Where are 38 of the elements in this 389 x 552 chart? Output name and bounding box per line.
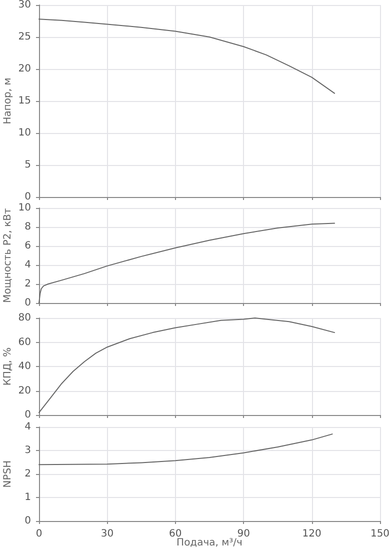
y-tick-label: 20 (18, 64, 31, 74)
y-axis-title: NPSH (2, 460, 14, 488)
y-tick-label: 15 (18, 96, 31, 106)
y-tick-label: 0 (24, 298, 31, 308)
y-tick-label: 0 (24, 516, 31, 526)
y-tick-label: 60 (18, 336, 31, 348)
y-tick-label: 25 (18, 32, 31, 42)
line-series (38, 18, 336, 94)
x-tick-label: 120 (302, 528, 322, 540)
y-tick-label: 30 (18, 0, 31, 10)
line-series (38, 434, 333, 466)
y-tick-label: 2 (24, 278, 31, 290)
y-tick-label: 5 (24, 160, 31, 170)
y-tick-label: 3 (24, 445, 31, 456)
y-tick-label: 10 (18, 202, 31, 214)
y-tick-label: 20 (18, 385, 31, 396)
y-tick-label: 40 (18, 361, 31, 372)
x-tick-label: 150 (370, 528, 389, 540)
line-series (38, 222, 336, 304)
y-tick-label: 2 (24, 468, 31, 480)
y-axis-title: Мощность P2, кВт (2, 208, 14, 303)
y-tick-label: 0 (24, 410, 31, 420)
x-tick-label: 30 (100, 528, 114, 540)
y-tick-label: 4 (24, 260, 31, 270)
x-tick-label: 0 (36, 528, 42, 540)
y-tick-label: 4 (24, 422, 31, 432)
x-tick-label: 60 (169, 528, 182, 540)
y-tick-label: 80 (18, 312, 31, 324)
y-axis-title: КПД, % (2, 347, 14, 386)
y-axis-title: Напор, м (2, 78, 14, 124)
x-tick-label: 90 (237, 528, 250, 540)
y-tick-label: 8 (24, 222, 31, 232)
y-tick-label: 0 (24, 192, 31, 202)
y-tick-label: 10 (18, 128, 31, 138)
line-series (38, 318, 336, 414)
x-axis-title: Подача, м³/ч (176, 538, 242, 548)
y-tick-label: 6 (24, 240, 31, 252)
y-tick-label: 1 (24, 492, 31, 503)
